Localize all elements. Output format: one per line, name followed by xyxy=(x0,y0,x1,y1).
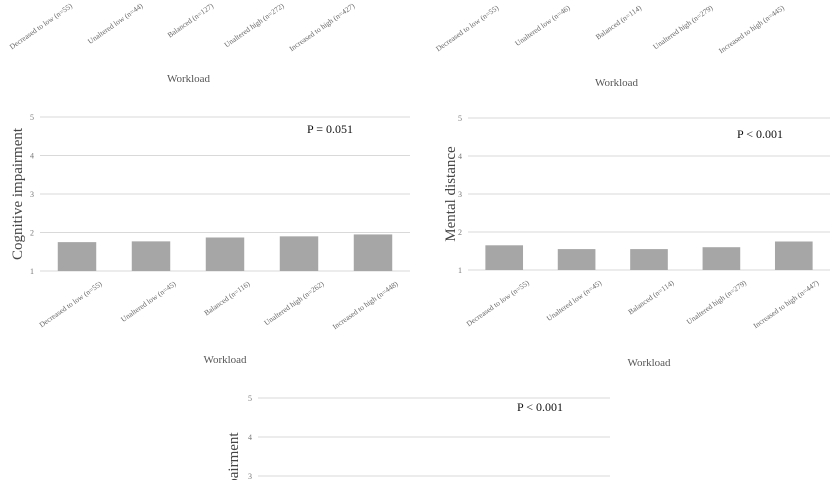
y-tick-label: 3 xyxy=(30,190,34,199)
annotation: P = 0.051 xyxy=(307,122,353,136)
y-axis-label: impairment xyxy=(226,432,242,480)
x-tick-label: Increased to high (n=445) xyxy=(717,3,786,55)
y-tick-label: 4 xyxy=(248,433,252,442)
x-tick-label: Unaltered low (n=45) xyxy=(119,279,178,324)
y-tick-label: 2 xyxy=(458,228,462,237)
x-tick-label: Balanced (n=114) xyxy=(626,278,676,316)
x-axis-label: Workload xyxy=(627,357,671,369)
y-tick-label: 4 xyxy=(458,152,462,161)
bar xyxy=(279,236,319,271)
x-tick-label: Decreased to low (n=55) xyxy=(434,3,501,53)
x-axis-label: Workload xyxy=(595,77,639,89)
x-tick-label: Unaltered low (n=45) xyxy=(545,278,604,323)
bar xyxy=(774,241,813,270)
bar xyxy=(702,247,741,270)
y-tick-label: 3 xyxy=(248,472,252,480)
bar xyxy=(205,237,245,271)
x-tick-label: Balanced (n=127) xyxy=(166,1,216,40)
y-tick-label: 1 xyxy=(30,267,34,276)
bar xyxy=(557,249,596,270)
y-tick-label: 1 xyxy=(458,266,462,275)
annotation: P < 0.001 xyxy=(737,127,783,141)
y-tick-label: 5 xyxy=(30,113,34,122)
x-tick-label: Unaltered high (n=279) xyxy=(651,3,715,51)
bar xyxy=(353,234,393,271)
y-tick-label: 5 xyxy=(248,394,252,403)
x-tick-label: Decreased to low (n=55) xyxy=(465,278,532,328)
y-tick-label: 2 xyxy=(30,229,34,238)
x-tick-label: Balanced (n=114) xyxy=(594,3,644,41)
y-tick-label: 5 xyxy=(458,114,462,123)
y-axis-label: Mental distance xyxy=(443,146,459,242)
y-tick-label: 3 xyxy=(458,190,462,199)
x-tick-label: Balanced (n=116) xyxy=(202,279,252,317)
x-tick-label: Unaltered high (n=279) xyxy=(685,278,749,326)
y-axis-label: Cognitive impairment xyxy=(10,127,26,260)
bar xyxy=(485,245,524,270)
x-tick-label: Unaltered high (n=272) xyxy=(222,1,286,49)
x-tick-label: Increased to high (n=427) xyxy=(287,1,356,53)
x-tick-label: Unaltered low (n=46) xyxy=(513,3,572,48)
x-tick-label: Increased to high (n=448) xyxy=(331,279,400,331)
x-tick-label: Decreased to low (n=55) xyxy=(37,279,104,329)
x-tick-label: Unaltered high (n=262) xyxy=(262,279,326,327)
x-tick-label: Decreased to low (n=55) xyxy=(8,1,75,51)
x-axis-label: Workload xyxy=(167,73,211,85)
x-tick-label: Increased to high (n=447) xyxy=(752,278,821,330)
annotation: P < 0.001 xyxy=(517,400,563,414)
y-tick-label: 4 xyxy=(30,152,34,161)
bar xyxy=(131,241,171,271)
bar xyxy=(57,242,97,271)
x-axis-label: Workload xyxy=(203,354,247,366)
bar xyxy=(630,249,668,270)
x-tick-label: Unaltered low (n=44) xyxy=(86,1,145,46)
